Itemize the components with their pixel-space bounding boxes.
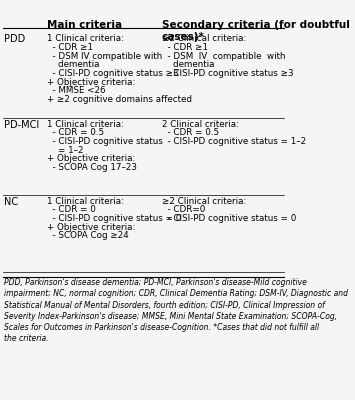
Text: - CDR ≥1: - CDR ≥1 xyxy=(47,43,93,52)
Text: dementia: dementia xyxy=(47,60,99,69)
Text: - DSM  IV  compatible  with: - DSM IV compatible with xyxy=(162,52,285,61)
Text: - DSM IV compatible with: - DSM IV compatible with xyxy=(47,52,162,61)
Text: - CISI-PD cognitive status: - CISI-PD cognitive status xyxy=(47,137,163,146)
Text: PDD, Parkinson's disease dementia; PD-MCI, Parkinson's disease-Mild cognitive
im: PDD, Parkinson's disease dementia; PD-MC… xyxy=(4,278,348,343)
Text: + Objective criteria:: + Objective criteria: xyxy=(47,154,135,163)
Text: = 1–2: = 1–2 xyxy=(47,146,83,154)
Text: ≥2 Clinical criteria:: ≥2 Clinical criteria: xyxy=(162,34,246,44)
Text: 1 Clinical criteria:: 1 Clinical criteria: xyxy=(47,197,124,206)
Text: - CDR = 0.5: - CDR = 0.5 xyxy=(162,128,219,137)
Text: - CDR = 0: - CDR = 0 xyxy=(47,205,96,214)
Text: - CISI-PD cognitive status = 0: - CISI-PD cognitive status = 0 xyxy=(162,214,296,223)
Text: PDD: PDD xyxy=(4,34,25,44)
Text: + Objective criteria:: + Objective criteria: xyxy=(47,78,135,86)
Text: - SCOPA Cog 17–23: - SCOPA Cog 17–23 xyxy=(47,163,137,172)
Text: - CISI-PD cognitive status = 1–2: - CISI-PD cognitive status = 1–2 xyxy=(162,137,306,146)
Text: Main criteria: Main criteria xyxy=(47,20,122,30)
Text: 2 Clinical criteria:: 2 Clinical criteria: xyxy=(162,120,239,129)
Text: - SCOPA Cog ≥24: - SCOPA Cog ≥24 xyxy=(47,231,129,240)
Text: + ≥2 cognitive domains affected: + ≥2 cognitive domains affected xyxy=(47,95,192,104)
Text: - CISI-PD cognitive status ≥3: - CISI-PD cognitive status ≥3 xyxy=(162,69,294,78)
Text: Secondary criteria (for doubtful
cases)*: Secondary criteria (for doubtful cases)* xyxy=(162,20,350,42)
Text: 1 Clinical criteria:: 1 Clinical criteria: xyxy=(47,120,124,129)
Text: - CISI-PD cognitive status ≥3: - CISI-PD cognitive status ≥3 xyxy=(47,69,179,78)
Text: - CDR=0: - CDR=0 xyxy=(162,205,205,214)
Text: - CDR ≥1: - CDR ≥1 xyxy=(162,43,208,52)
Text: - CDR = 0.5: - CDR = 0.5 xyxy=(47,128,104,137)
Text: PD-MCI: PD-MCI xyxy=(4,120,39,130)
Text: 1 Clinical criteria:: 1 Clinical criteria: xyxy=(47,34,124,44)
Text: - CISI-PD cognitive status = 0: - CISI-PD cognitive status = 0 xyxy=(47,214,181,223)
Text: ≥2 Clinical criteria:: ≥2 Clinical criteria: xyxy=(162,197,246,206)
Text: dementia: dementia xyxy=(162,60,214,69)
Text: + Objective criteria:: + Objective criteria: xyxy=(47,223,135,232)
Text: - MMSE <26: - MMSE <26 xyxy=(47,86,105,95)
Text: NC: NC xyxy=(4,197,18,207)
